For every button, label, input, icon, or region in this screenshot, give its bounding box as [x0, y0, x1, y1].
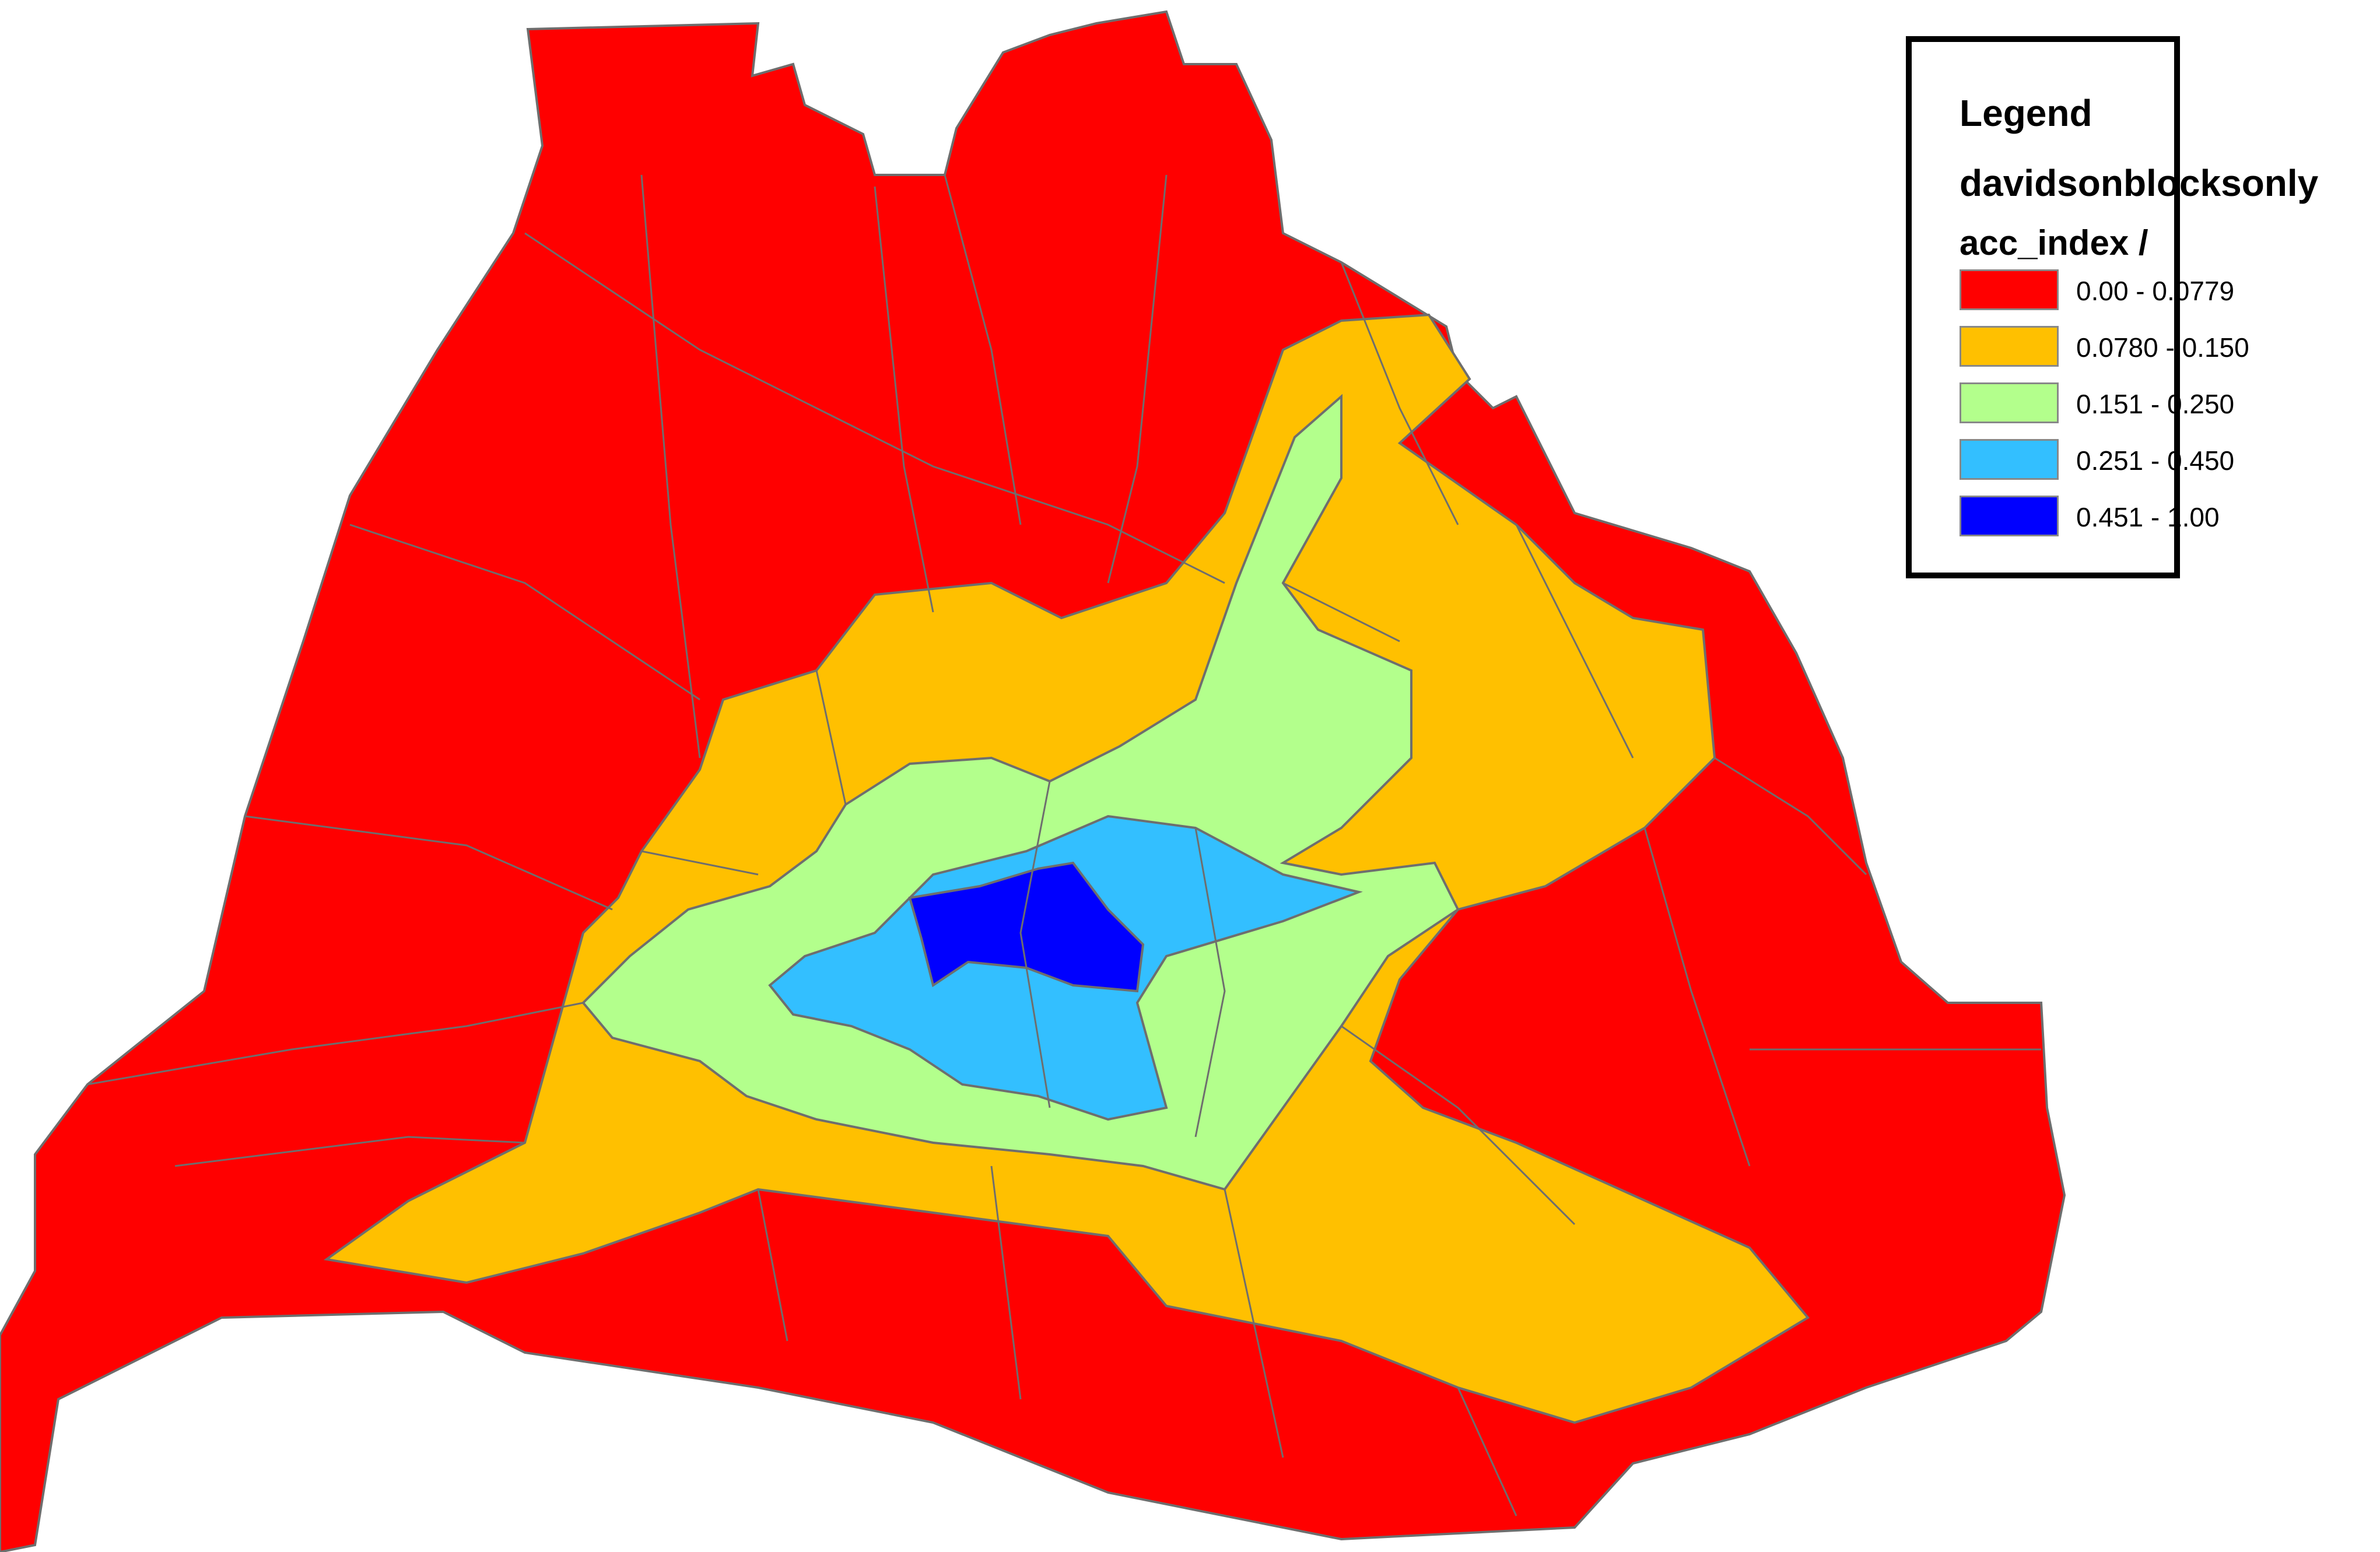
legend-item-label: 0.0780 - 0.150	[2076, 332, 2249, 363]
legend-layer-name: davidsonblocksonly	[1960, 162, 2319, 204]
map-legend: Legend davidsonblocksonly acc_index / no…	[1906, 36, 2318, 578]
legend-item-label: 0.251 - 0.450	[2076, 445, 2235, 476]
legend-swatch	[1960, 382, 2059, 423]
legend-swatch	[1960, 269, 2059, 310]
legend-item-label: 0.151 - 0.250	[2076, 389, 2235, 419]
legend-swatch	[1960, 496, 2059, 536]
legend-item-label: 0.451 - 1.00	[2076, 502, 2220, 532]
map-region-class-4	[908, 861, 1145, 993]
block-boundaries	[87, 174, 2041, 1516]
legend-item-label: 0.00 - 0.0779	[2076, 276, 2235, 306]
legend-swatch	[1960, 439, 2059, 480]
legend-swatch	[1960, 326, 2059, 367]
legend-title: Legend	[1960, 92, 2092, 134]
